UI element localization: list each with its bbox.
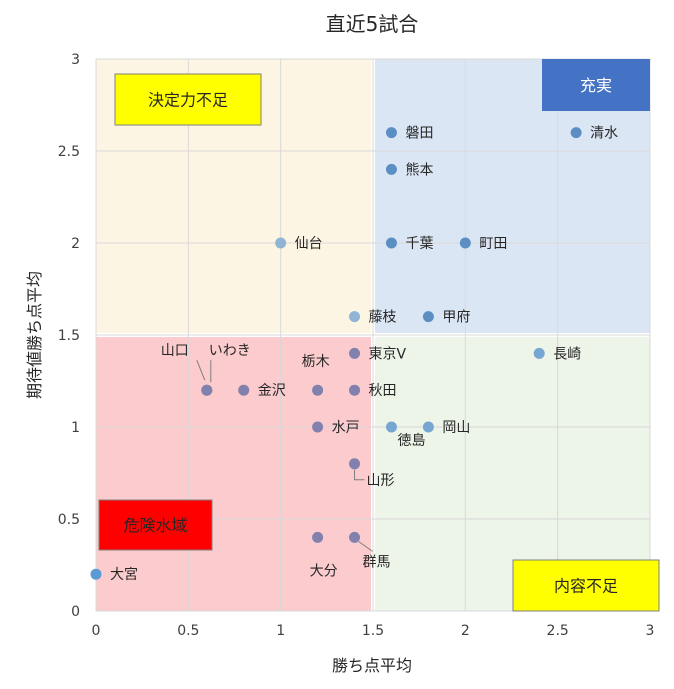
x-tick-label: 1	[276, 623, 285, 639]
data-label: 藤枝	[369, 310, 397, 326]
zone-label-text: 内容不足	[554, 577, 618, 596]
zone-label-text: 決定力不足	[148, 91, 228, 110]
data-label: 仙台	[295, 236, 323, 252]
y-tick-labels: 0 0.5 1 1.5 2 2.5 3	[58, 52, 80, 620]
zone-label-box	[512, 559, 660, 612]
zone-label-box	[114, 73, 262, 126]
zone-label-text: 危険水域	[123, 516, 187, 535]
x-tick-labels: 0 0.5 1 1.5 2 2.5 3	[92, 623, 655, 639]
data-label: 大分	[310, 563, 338, 579]
x-tick-label: 2.5	[547, 623, 569, 639]
zone-label-text: 充実	[580, 76, 612, 95]
data-label: 千葉	[405, 236, 433, 252]
data-point	[312, 384, 324, 396]
data-point	[533, 347, 545, 359]
y-tick-label: 0	[71, 604, 80, 620]
data-label: 栃木	[302, 354, 330, 370]
x-tick-label: 1.5	[362, 623, 384, 639]
data-label: 山形	[367, 473, 395, 489]
x-tick-label: 0.5	[177, 623, 199, 639]
x-tick-label: 2	[461, 623, 470, 639]
data-label: 金沢	[258, 383, 286, 399]
leader-line	[358, 540, 373, 552]
x-tick-label: 0	[92, 623, 101, 639]
data-label: 長崎	[553, 346, 581, 362]
data-label: 町田	[479, 236, 507, 252]
data-label: 大宮	[110, 567, 138, 583]
data-point	[422, 421, 434, 433]
label-leader-lines	[196, 360, 373, 552]
data-label: 岡山	[442, 420, 470, 436]
data-label: いわき	[209, 343, 251, 359]
data-point	[349, 531, 361, 543]
x-tick-label: 3	[646, 623, 655, 639]
x-axis-label: 勝ち点平均	[332, 656, 412, 675]
y-tick-label: 1	[71, 420, 80, 436]
chart-title: 直近5試合	[326, 12, 419, 36]
data-point	[349, 458, 361, 470]
data-point	[422, 311, 434, 323]
data-point	[385, 421, 397, 433]
data-point	[385, 163, 397, 175]
leader-line	[196, 360, 206, 381]
data-label: 甲府	[442, 310, 470, 326]
data-label: 徳島	[397, 433, 425, 449]
y-tick-label: 1.5	[58, 328, 80, 344]
data-label: 清水	[590, 126, 618, 142]
y-tick-label: 0.5	[58, 512, 80, 528]
data-point	[349, 384, 361, 396]
data-point	[459, 237, 471, 249]
zone-label-box	[542, 59, 650, 111]
data-point	[312, 421, 324, 433]
leader-line	[354, 469, 365, 481]
data-point	[238, 384, 250, 396]
data-point	[385, 237, 397, 249]
y-tick-label: 3	[71, 52, 80, 68]
data-label: 熊本	[405, 162, 433, 178]
zone-label-box	[98, 499, 213, 551]
data-point	[570, 127, 582, 139]
zone-bg-2	[96, 337, 371, 611]
data-point	[201, 384, 213, 396]
y-tick-label: 2	[71, 236, 80, 252]
data-point	[349, 347, 361, 359]
data-label: 磐田	[405, 126, 433, 142]
y-tick-label: 2.5	[58, 144, 80, 160]
data-label: 水戸	[332, 420, 360, 436]
data-points	[90, 127, 582, 580]
data-label: 秋田	[369, 383, 397, 399]
y-axis-label: 期待値勝ち点平均	[25, 271, 44, 399]
data-label: 東京V	[369, 346, 407, 362]
data-label: 山口	[161, 343, 189, 359]
data-point	[349, 311, 361, 323]
data-point	[312, 531, 324, 543]
data-point	[385, 127, 397, 139]
data-point	[275, 237, 287, 249]
data-label: 群馬	[363, 554, 391, 570]
data-point	[90, 568, 102, 580]
